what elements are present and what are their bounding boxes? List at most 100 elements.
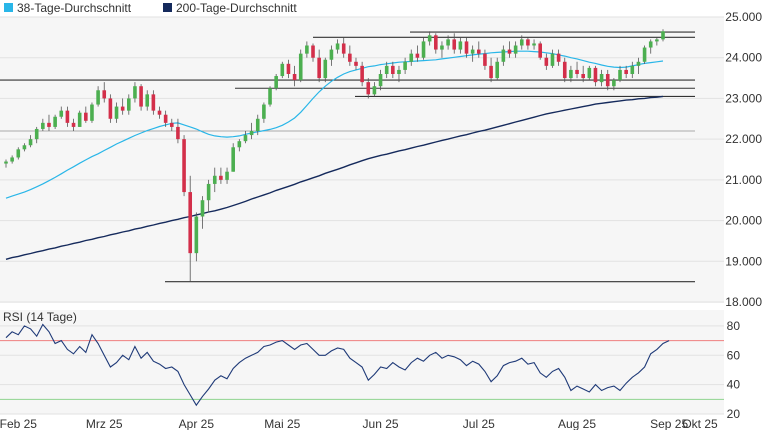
candle [323, 57, 328, 83]
candle [96, 86, 100, 107]
candle-body [237, 141, 242, 148]
candle [648, 39, 653, 54]
candle-body [618, 69, 622, 81]
candle [317, 49, 321, 83]
candle-body [249, 131, 254, 136]
candle-body [421, 41, 426, 58]
candle-body [163, 114, 168, 123]
candle-body [274, 76, 278, 89]
candle-body [372, 86, 377, 95]
candle-body [483, 53, 487, 66]
candle-body [526, 39, 530, 46]
candle [384, 61, 389, 79]
candle-body [34, 128, 39, 140]
candle [391, 61, 395, 79]
candle [4, 159, 8, 168]
candle [280, 61, 285, 79]
candle-body [157, 110, 162, 115]
candle-body [323, 59, 328, 79]
candle-body [329, 49, 334, 60]
legend-swatch-ma200 [163, 3, 172, 12]
price-axis-ticks: 25.000 24.000 23.000 22.000 21.000 20.000 19.0… [725, 10, 762, 309]
candle-body [434, 35, 438, 50]
candle-body [96, 90, 100, 105]
candle-body [182, 139, 186, 193]
candle [329, 45, 334, 66]
x-axis-ticks: Feb 25 Mrz 25 Apr 25 Mai 25 Jun 25 Jul 25 Aug … [0, 417, 718, 430]
candle [298, 49, 303, 83]
price-tick-label: 21.000 [725, 173, 762, 187]
x-tick-label: Mrz 25 [86, 417, 123, 430]
candle-body [188, 192, 193, 254]
candle-body [409, 53, 414, 62]
x-tick-label: Aug 25 [558, 417, 596, 430]
candle [163, 110, 168, 127]
candle-body [562, 61, 567, 79]
candle-body [268, 88, 272, 105]
candle-body [366, 82, 371, 95]
candle [366, 78, 371, 99]
candle-body [538, 43, 542, 58]
x-tick-label: Jul 25 [463, 417, 495, 430]
candle-body [127, 98, 131, 111]
candle [286, 59, 291, 79]
candle [397, 65, 401, 83]
candle-body [476, 49, 481, 54]
candle-body [194, 216, 199, 254]
candle [28, 135, 33, 148]
candle-body [501, 49, 506, 62]
candle [372, 82, 377, 97]
candle-body [348, 53, 352, 62]
legend-swatch-ma38 [4, 3, 13, 12]
candle-body [59, 110, 64, 117]
candle-body [354, 61, 358, 66]
candle [219, 167, 223, 184]
candle-body [378, 74, 383, 87]
candle [305, 41, 309, 58]
candle-body [403, 61, 407, 70]
candle [618, 65, 622, 83]
candle [139, 84, 143, 111]
candle-body [636, 61, 641, 66]
candle [200, 196, 205, 229]
candle-body [464, 41, 469, 54]
candle [483, 49, 487, 70]
candle [562, 57, 567, 83]
candle-body [360, 65, 364, 83]
x-tick-label: Sep 25 [650, 417, 688, 430]
candle-body [219, 175, 223, 180]
candle-body [102, 90, 107, 99]
legend-label-ma38: 38-Tage-Durchschnitt [17, 1, 132, 15]
candle-body [519, 39, 524, 46]
candle-body [415, 53, 420, 58]
candle-body [391, 65, 395, 74]
candle [255, 114, 260, 136]
candle-body [489, 65, 493, 79]
candle-body [231, 147, 235, 172]
candle [642, 45, 647, 64]
candle-body [292, 74, 297, 81]
candle-body [630, 65, 635, 74]
price-tick-label: 19.000 [725, 254, 762, 268]
candle-body [206, 183, 211, 201]
candle [409, 49, 414, 66]
candle-body [532, 43, 536, 46]
candle-body [495, 61, 500, 79]
candle [151, 90, 156, 115]
rsi-tick-label: 80 [727, 319, 741, 333]
candles [4, 29, 665, 282]
legend: 38-Tage-Durchschnitt 200-Tage-Durchschni… [4, 1, 297, 15]
candle [526, 37, 530, 50]
candle-body [255, 118, 260, 131]
candle-body [53, 116, 57, 127]
candle [421, 37, 426, 60]
candle [495, 57, 500, 81]
candle-body [427, 35, 432, 42]
candle-body [624, 69, 628, 74]
candle [519, 35, 524, 50]
candle [169, 118, 174, 131]
price-tick-label: 24.000 [725, 51, 762, 65]
candle-body [225, 171, 229, 180]
candle [34, 126, 39, 144]
